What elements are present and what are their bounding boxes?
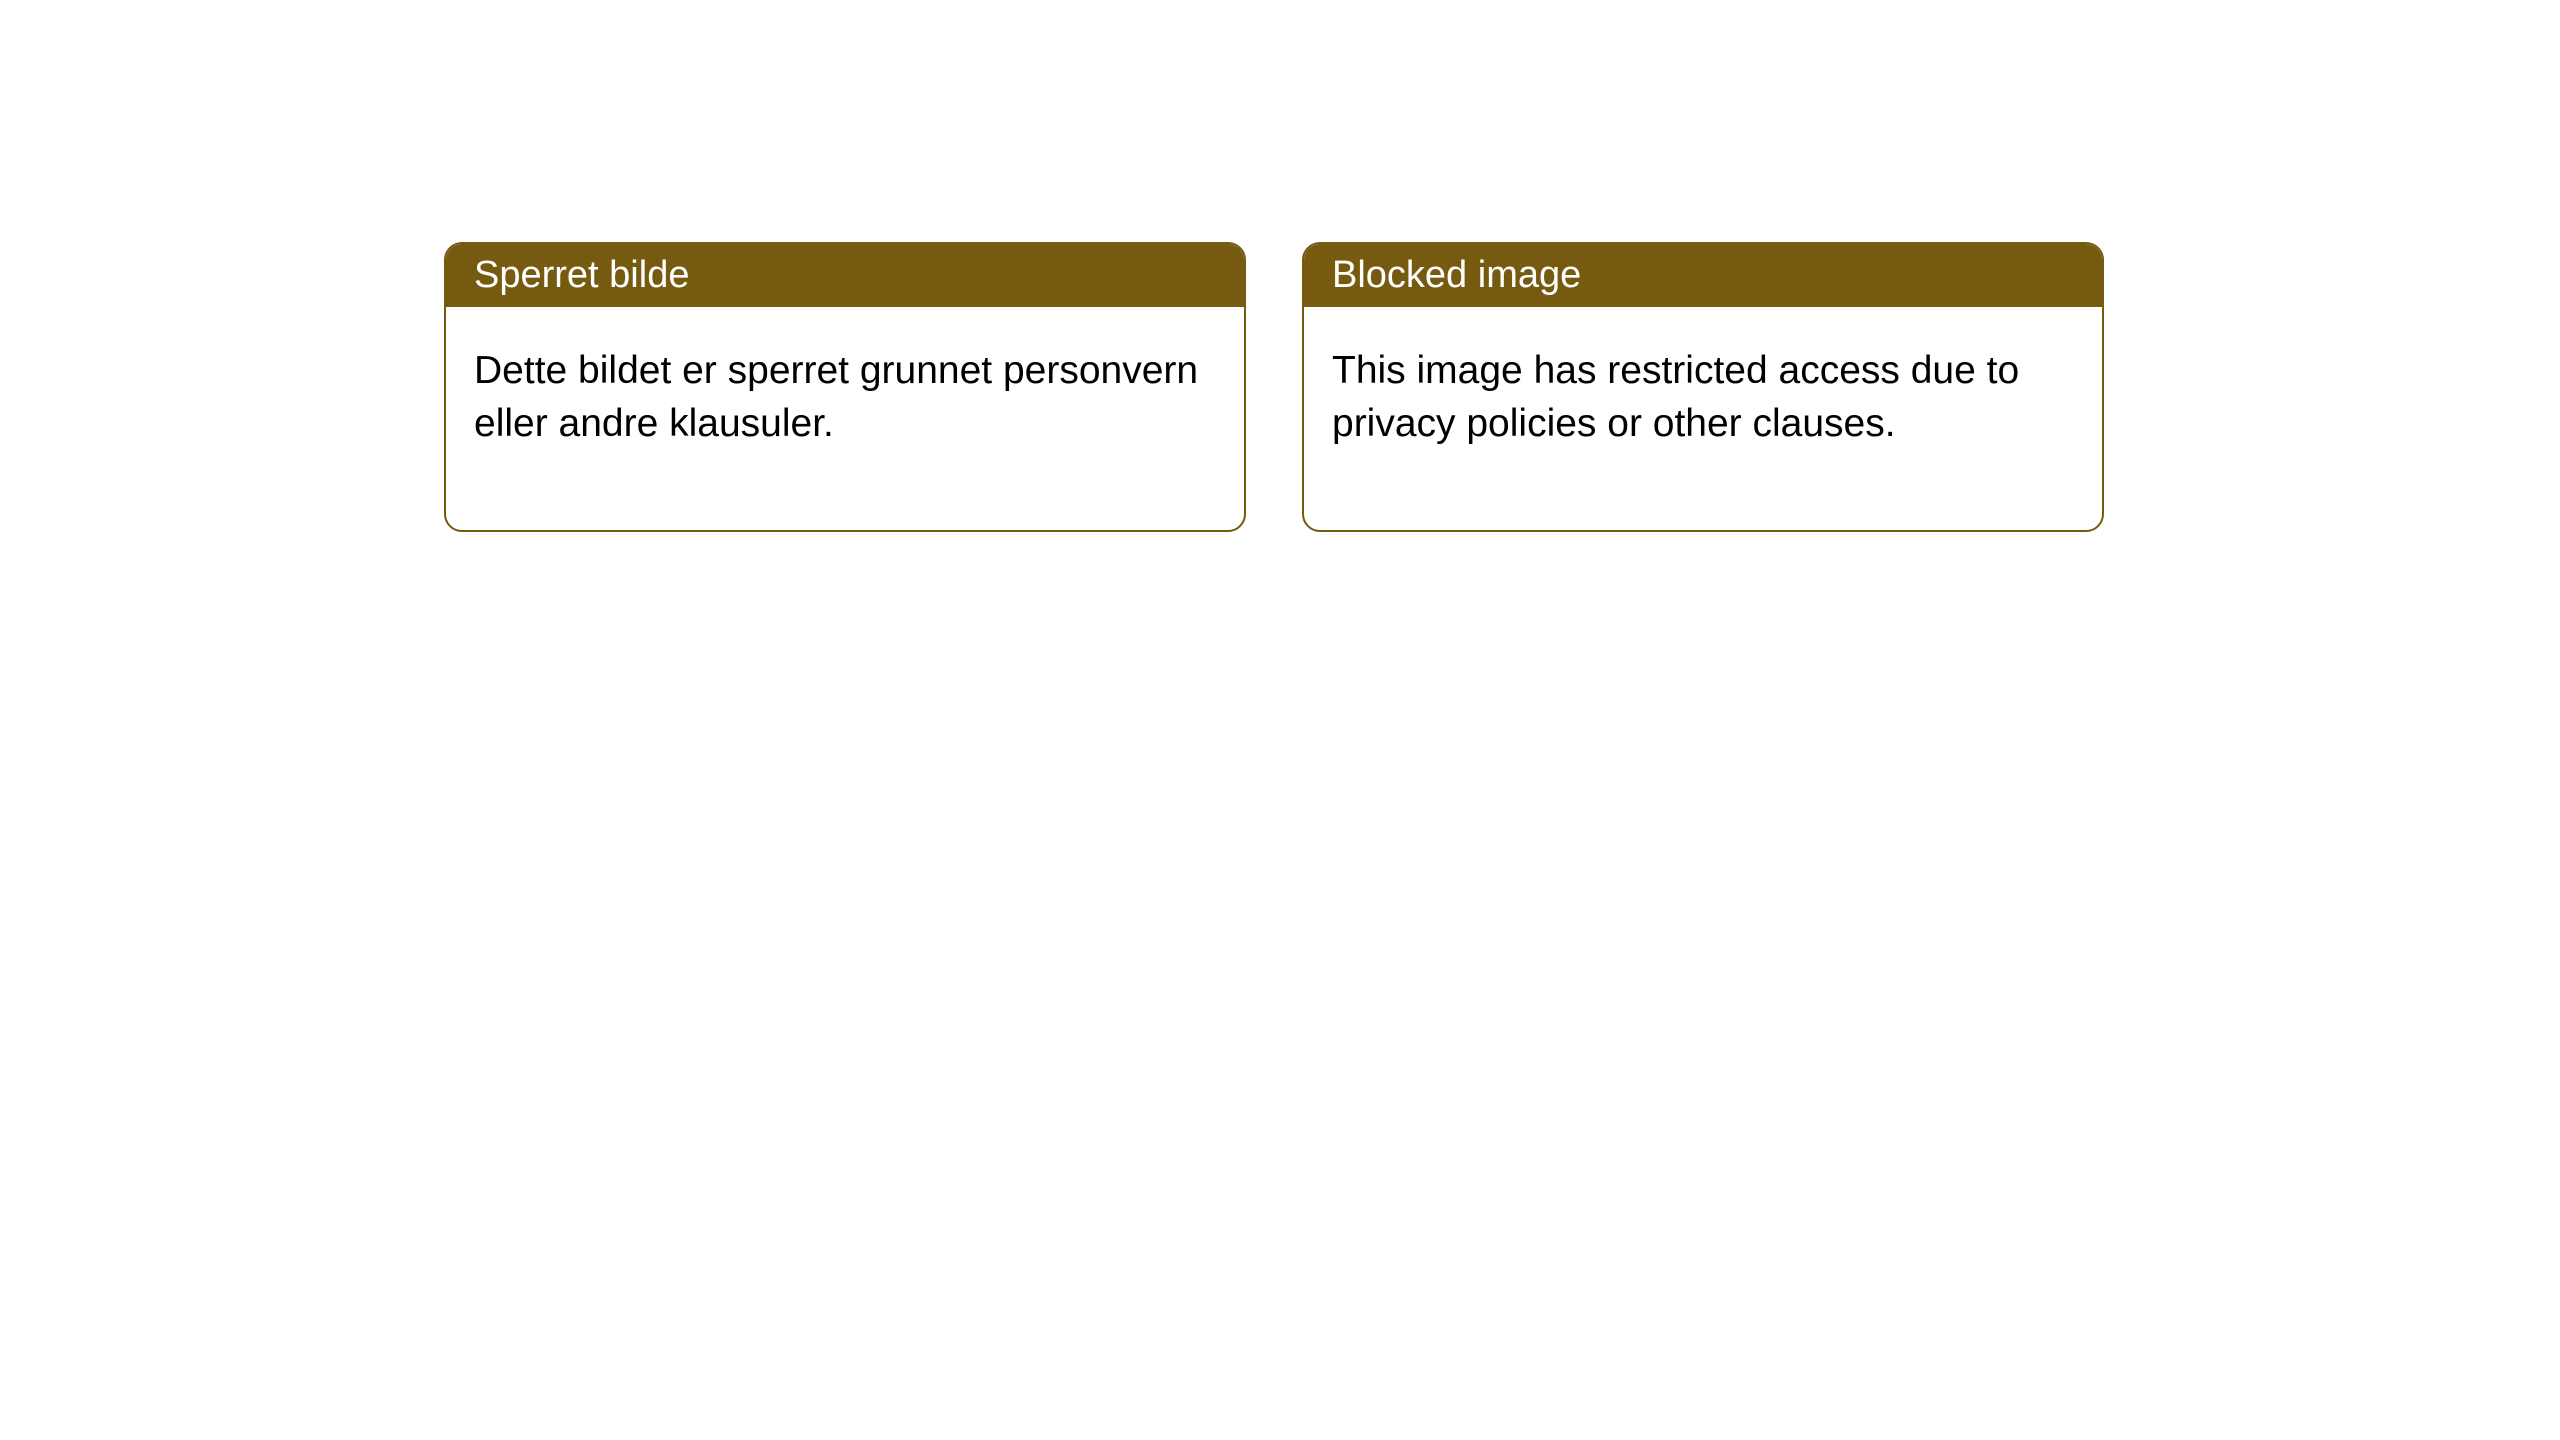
notice-body: This image has restricted access due to …: [1304, 307, 2102, 530]
notice-card-norwegian: Sperret bilde Dette bildet er sperret gr…: [444, 242, 1246, 532]
notice-container: Sperret bilde Dette bildet er sperret gr…: [444, 242, 2104, 532]
notice-header: Sperret bilde: [446, 244, 1244, 307]
notice-body: Dette bildet er sperret grunnet personve…: [446, 307, 1244, 530]
notice-header: Blocked image: [1304, 244, 2102, 307]
notice-card-english: Blocked image This image has restricted …: [1302, 242, 2104, 532]
